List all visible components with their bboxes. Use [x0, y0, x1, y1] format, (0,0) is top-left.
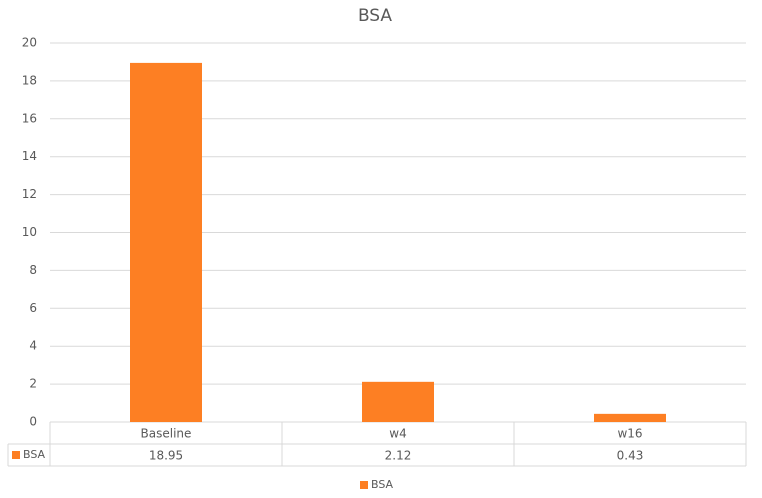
x-tick-label: w16 — [617, 427, 642, 441]
y-tick-label: 2 — [29, 377, 37, 391]
y-tick-label: 20 — [22, 36, 37, 50]
chart-title: BSA — [358, 6, 392, 26]
y-tick-label: 18 — [22, 73, 37, 87]
bar — [362, 381, 434, 422]
legend-key — [360, 481, 368, 489]
y-tick-label: 0 — [29, 415, 37, 429]
y-tick-label: 16 — [22, 111, 37, 125]
table-value: 2.12 — [385, 449, 412, 463]
legend-key — [12, 451, 20, 459]
y-tick-label: 8 — [29, 263, 37, 277]
y-tick-label: 4 — [29, 339, 37, 353]
y-tick-label: 6 — [29, 301, 37, 315]
bar — [130, 62, 202, 423]
table-value: 0.43 — [617, 449, 644, 463]
x-tick-label: w4 — [389, 427, 406, 441]
table-value: 18.95 — [149, 449, 183, 463]
y-tick-label: 12 — [22, 187, 37, 201]
legend-label: BSA — [371, 478, 394, 491]
y-tick-label: 14 — [22, 149, 37, 163]
bar — [594, 413, 666, 422]
y-tick-label: 10 — [22, 225, 37, 239]
table-series-name: BSA — [23, 448, 46, 461]
x-tick-label: Baseline — [141, 427, 192, 441]
